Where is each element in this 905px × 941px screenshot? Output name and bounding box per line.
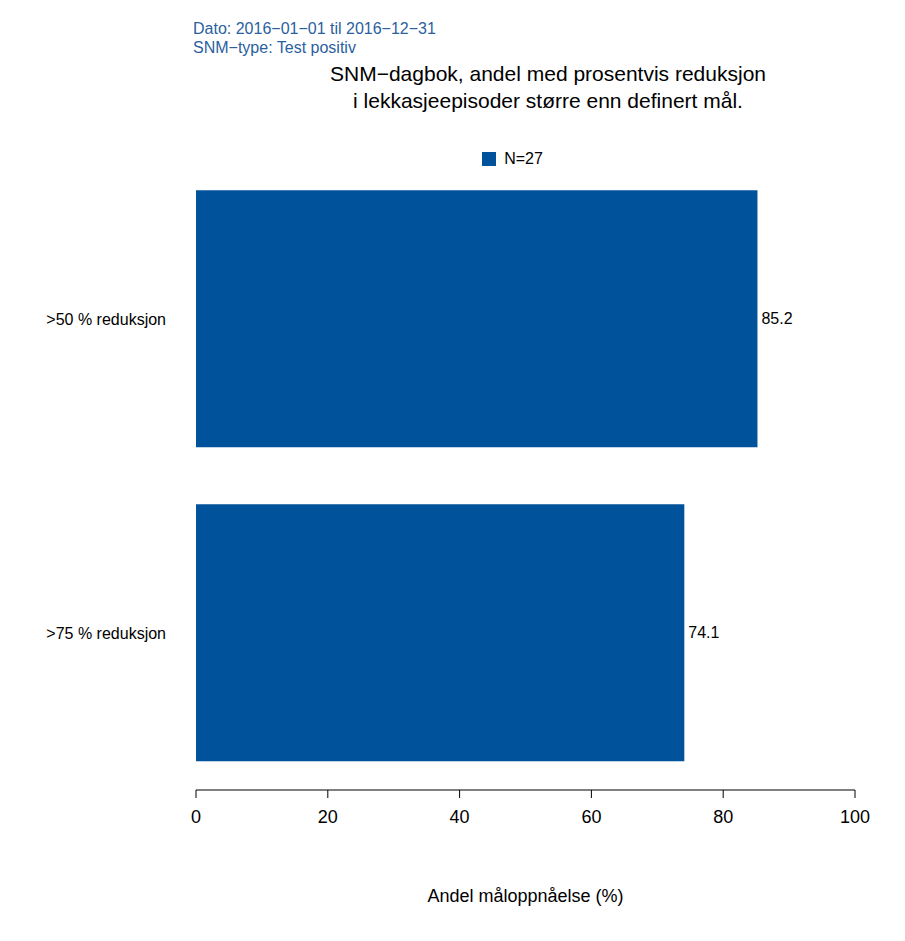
svg-text:0: 0	[191, 807, 201, 827]
svg-text:85.2: 85.2	[761, 310, 792, 327]
svg-text:100: 100	[840, 807, 870, 827]
svg-text:74.1: 74.1	[688, 624, 719, 641]
svg-text:Andel måloppnåelse (%): Andel måloppnåelse (%)	[427, 886, 623, 906]
html-text:SNM−type: Test positiv: SNM−type: Test positiv	[193, 39, 356, 56]
html-text:Dato: 2016−01−01 til 2016−12−3: Dato: 2016−01−01 til 2016−12−31	[193, 20, 436, 37]
svg-text:20: 20	[318, 807, 338, 827]
svg-text:60: 60	[581, 807, 601, 827]
svg-text:>50 % reduksjon: >50 % reduksjon	[46, 311, 166, 328]
html-text:SNM−dagbok, andel med prosentv: SNM−dagbok, andel med prosentvis reduksj…	[330, 62, 766, 112]
svg-text:>75 % reduksjon: >75 % reduksjon	[46, 625, 166, 642]
svg-text:80: 80	[713, 807, 733, 827]
svg-text:40: 40	[450, 807, 470, 827]
html-text:N=27: N=27	[504, 150, 543, 167]
